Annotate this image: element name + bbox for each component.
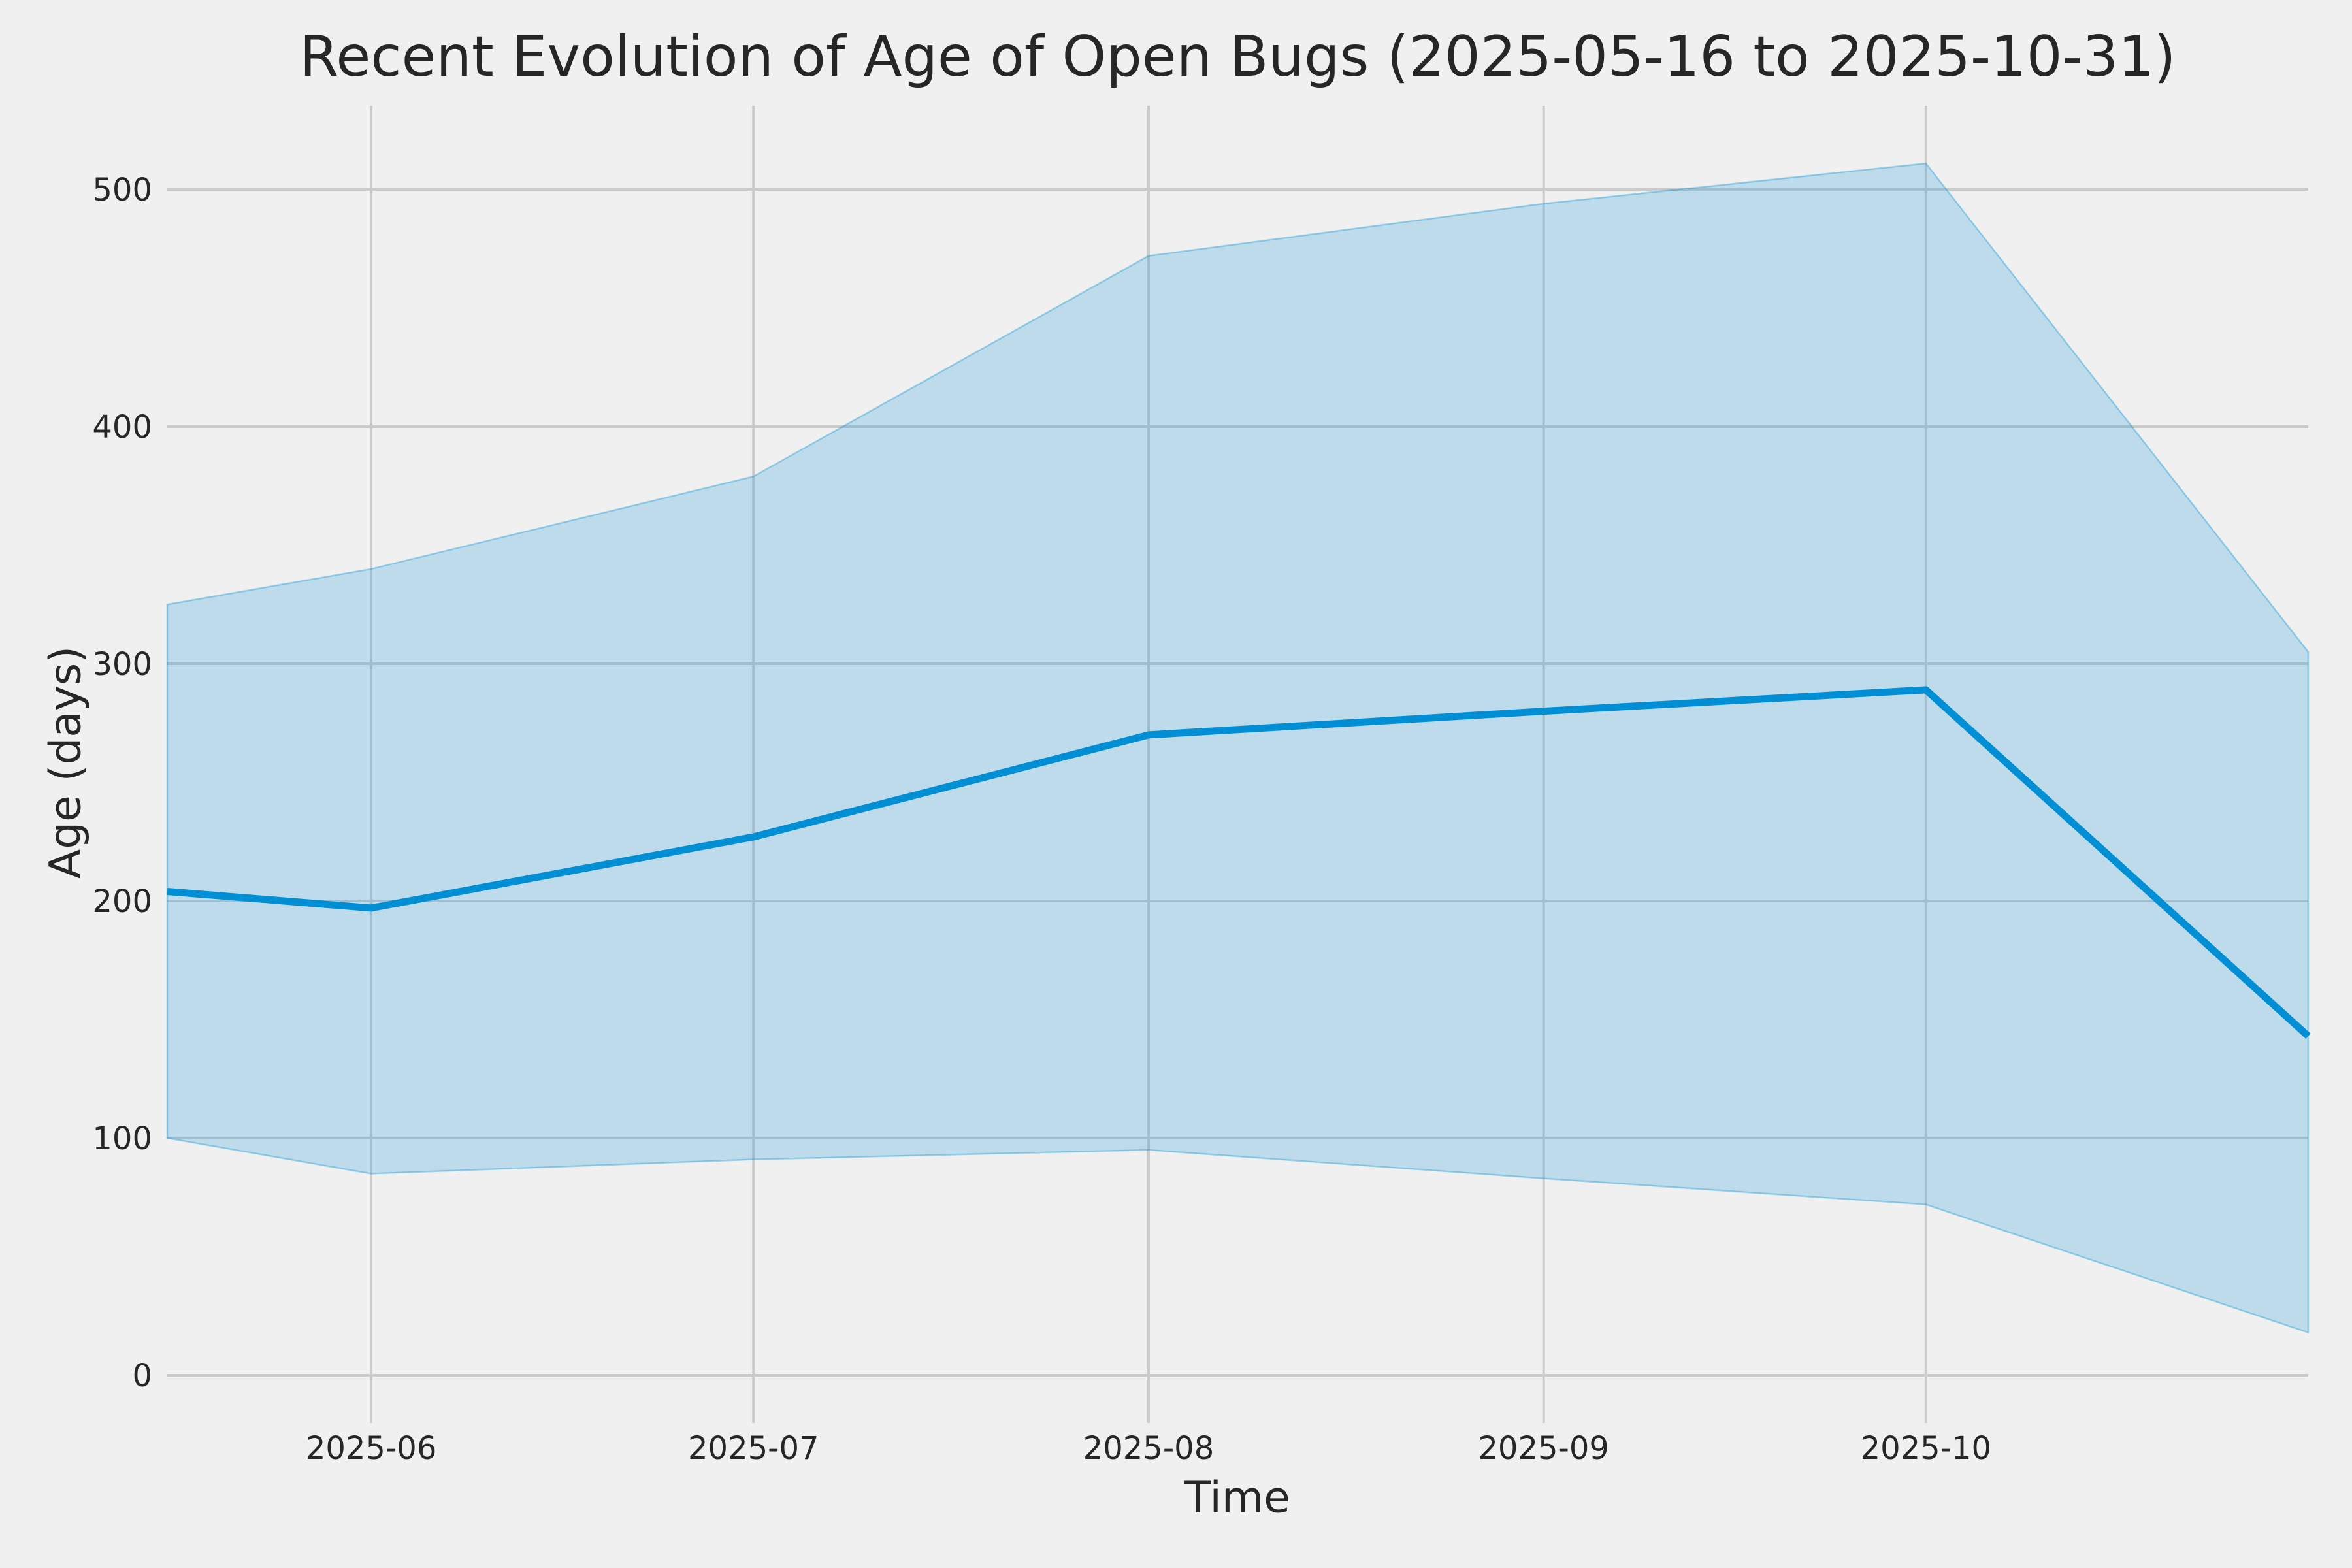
chart-title: Recent Evolution of Age of Open Bugs (20… [299, 24, 2176, 90]
confidence-band [166, 162, 2310, 1334]
y-axis-label: Age (days) [40, 646, 91, 879]
y-tick-label: 500 [92, 172, 152, 208]
y-tick-label: 100 [92, 1120, 152, 1157]
mean-line [167, 686, 2311, 1039]
grid-layer [167, 106, 2308, 1423]
x-axis-label: Time [1184, 1472, 1290, 1523]
x-tick-label: 2025-10 [1861, 1430, 1992, 1467]
x-tick-label: 2025-09 [1478, 1430, 1609, 1467]
y-axis-tick-labels: 0 100 200 300 400 500 [92, 172, 152, 1394]
x-tick-label: 2025-07 [688, 1430, 819, 1467]
x-axis-tick-labels: 2025-06 2025-07 2025-08 2025-09 2025-10 [306, 1430, 1991, 1467]
y-tick-label: 200 [92, 883, 152, 920]
y-tick-label: 400 [92, 409, 152, 446]
x-tick-label: 2025-08 [1083, 1430, 1215, 1467]
confidence-band-layer [166, 162, 2310, 1334]
y-tick-label: 300 [92, 646, 152, 683]
x-tick-label: 2025-06 [306, 1430, 437, 1467]
y-tick-label: 0 [132, 1358, 152, 1394]
mean-line-layer [167, 686, 2311, 1039]
